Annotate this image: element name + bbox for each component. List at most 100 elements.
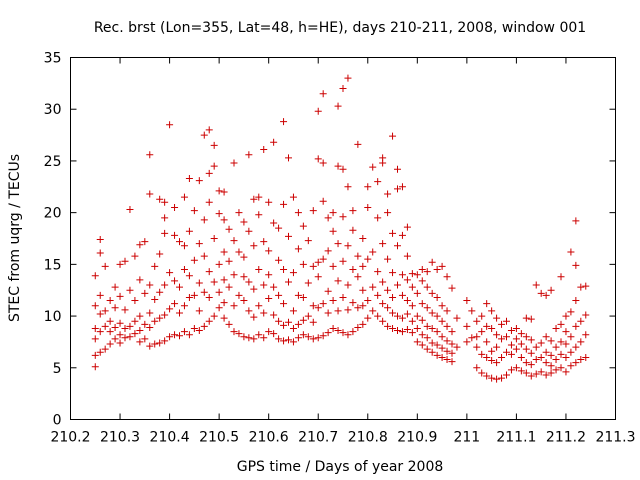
data-point: [532, 370, 540, 378]
data-point: [339, 257, 347, 265]
data-point: [141, 289, 149, 297]
data-point: [572, 297, 580, 305]
data-point: [557, 364, 565, 372]
data-point: [141, 335, 149, 343]
data-point: [116, 319, 124, 327]
data-point: [354, 304, 362, 312]
data-point: [91, 302, 99, 310]
data-point: [537, 368, 545, 376]
data-point: [245, 227, 253, 235]
data-point: [374, 291, 382, 299]
data-point: [205, 268, 213, 276]
data-point: [111, 304, 119, 312]
data-point: [205, 317, 213, 325]
data-point: [210, 141, 218, 149]
data-point: [403, 276, 411, 284]
data-point: [304, 333, 312, 341]
x-tick-label: 211: [453, 430, 480, 446]
data-point: [463, 297, 471, 305]
data-point: [121, 324, 129, 332]
data-point: [413, 338, 421, 346]
data-point: [230, 328, 238, 336]
data-point: [131, 330, 139, 338]
data-point: [384, 190, 392, 198]
data-point: [517, 340, 525, 348]
data-point: [324, 214, 332, 222]
data-point: [403, 326, 411, 334]
data-point: [498, 320, 506, 328]
data-point: [398, 328, 406, 336]
x-tick-label: 210.6: [249, 430, 289, 446]
data-point: [195, 307, 203, 315]
data-point: [572, 343, 580, 351]
data-point: [443, 322, 451, 330]
data-point: [413, 312, 421, 320]
data-point: [225, 320, 233, 328]
data-point: [493, 343, 501, 351]
data-point: [91, 363, 99, 371]
data-point: [250, 335, 258, 343]
data-point: [200, 216, 208, 224]
data-point: [433, 341, 441, 349]
data-point: [572, 359, 580, 367]
y-tick-label: 10: [44, 309, 62, 325]
data-point: [329, 209, 337, 217]
data-point: [275, 317, 283, 325]
data-point: [304, 237, 312, 245]
data-point: [423, 268, 431, 276]
data-point: [299, 260, 307, 268]
data-point: [215, 260, 223, 268]
data-point: [329, 297, 337, 305]
data-point: [364, 183, 372, 191]
data-point: [567, 333, 575, 341]
data-point: [289, 193, 297, 201]
data-point: [126, 322, 134, 330]
data-point: [562, 312, 570, 320]
data-point: [146, 281, 154, 289]
data-point: [428, 258, 436, 266]
data-point: [96, 328, 104, 336]
data-point: [369, 248, 377, 256]
data-point: [339, 213, 347, 221]
data-point: [448, 349, 456, 357]
data-point: [275, 224, 283, 232]
data-point: [255, 211, 263, 219]
data-point: [478, 328, 486, 336]
data-point: [250, 195, 258, 203]
data-point: [552, 343, 560, 351]
data-point: [230, 271, 238, 279]
data-point: [96, 249, 104, 257]
data-point: [280, 321, 288, 329]
data-point: [265, 271, 273, 279]
data-point: [572, 217, 580, 225]
data-point: [131, 252, 139, 260]
data-point: [314, 107, 322, 115]
data-point: [285, 336, 292, 344]
data-point: [507, 327, 515, 335]
data-point: [260, 238, 268, 246]
data-point: [438, 302, 446, 310]
x-tick-label: 211.1: [496, 430, 536, 446]
data-point: [448, 328, 456, 336]
data-point: [324, 309, 332, 317]
data-point: [171, 300, 179, 308]
data-point: [582, 331, 590, 339]
data-point: [235, 330, 243, 338]
data-point: [547, 351, 555, 359]
data-point: [265, 247, 273, 255]
data-point: [498, 335, 506, 343]
data-point: [443, 337, 451, 345]
data-point: [478, 350, 486, 358]
data-point: [280, 300, 288, 308]
data-point: [294, 291, 302, 299]
data-point: [503, 317, 510, 325]
data-point: [240, 273, 248, 281]
data-point: [522, 314, 530, 322]
data-point: [200, 252, 208, 260]
data-point: [433, 293, 441, 301]
data-point: [334, 307, 342, 315]
data-point: [280, 118, 288, 126]
data-point: [230, 302, 238, 310]
data-point: [289, 269, 297, 277]
y-tick-label: 20: [44, 206, 62, 222]
